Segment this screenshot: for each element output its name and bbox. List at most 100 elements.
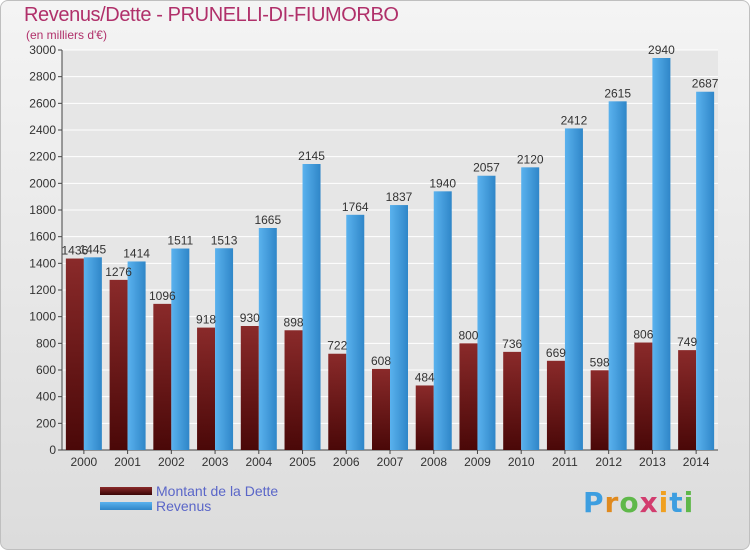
data-label-dette: 669	[546, 346, 566, 360]
chart-title: Revenus/Dette - PRUNELLI-DI-FIUMORBO	[24, 4, 399, 26]
data-label-dette: 1276	[105, 265, 132, 279]
y-tick-label: 800	[36, 336, 56, 350]
x-tick-label: 2009	[464, 455, 491, 469]
y-tick-label: 3000	[29, 43, 56, 57]
legend-label-dette: Montant de la Dette	[156, 483, 279, 499]
logo-letter: i	[683, 486, 695, 519]
legend-swatch-revenus	[100, 502, 152, 510]
data-label-revenus: 1511	[167, 234, 193, 248]
x-tick-label: 2013	[639, 455, 666, 469]
x-tick-label: 2006	[333, 455, 360, 469]
logo-letter: o	[619, 486, 640, 519]
bar-dette	[415, 385, 434, 450]
data-label-dette: 749	[677, 335, 697, 349]
data-label-dette: 484	[415, 370, 435, 384]
chart-subtitle: (en milliers d'€)	[26, 28, 107, 42]
y-tick-label: 2200	[29, 150, 56, 164]
bar-revenus	[608, 101, 627, 450]
data-label-revenus: 2940	[648, 43, 675, 57]
y-tick-label: 2800	[29, 70, 56, 84]
y-tick-label: 1000	[29, 310, 56, 324]
bar-dette	[546, 360, 565, 450]
y-axis-ticks: 0 200 400 600 800 1000 1200 1400 1600 1800 2000 220…	[29, 43, 718, 457]
bar-revenus	[83, 257, 102, 450]
y-tick-label: 1200	[29, 283, 56, 297]
data-label-revenus: 1665	[254, 213, 281, 227]
y-tick-label: 600	[36, 363, 56, 377]
x-tick-label: 2010	[508, 455, 535, 469]
x-tick-label: 2014	[683, 455, 710, 469]
data-label-dette: 800	[458, 328, 478, 342]
data-label-revenus: 2615	[604, 86, 631, 100]
data-label-revenus: 1513	[211, 233, 238, 247]
data-label-dette: 1096	[149, 289, 176, 303]
logo-letter: P	[583, 486, 605, 519]
data-label-revenus: 2145	[298, 149, 325, 163]
bar-dette	[284, 330, 303, 450]
bar-revenus	[696, 91, 715, 450]
bar-dette	[503, 351, 522, 450]
logo-letter: r	[604, 486, 620, 519]
y-tick-label: 2400	[29, 123, 56, 137]
y-tick-label: 400	[36, 390, 56, 404]
data-label-dette: 736	[502, 337, 522, 351]
y-tick-label: 2600	[29, 96, 56, 110]
x-tick-label: 2005	[289, 455, 316, 469]
bar-dette	[634, 342, 653, 450]
bar-dette	[328, 353, 347, 450]
data-label-revenus: 1940	[429, 176, 456, 190]
x-tick-label: 2011	[552, 455, 578, 469]
x-tick-label: 2001	[114, 455, 141, 469]
bar-revenus	[302, 164, 321, 450]
bar-revenus	[433, 191, 452, 451]
bar-revenus	[390, 205, 408, 450]
data-label-dette: 918	[196, 313, 216, 327]
bar-dette	[372, 368, 390, 450]
y-tick-label: 1400	[29, 256, 56, 270]
data-label-dette: 608	[371, 354, 391, 368]
data-label-revenus: 1445	[80, 242, 107, 256]
bar-revenus	[127, 261, 146, 450]
bar-revenus	[258, 228, 277, 450]
legend-label-revenus: Revenus	[156, 498, 212, 514]
logo-letter: t	[669, 486, 684, 519]
data-label-dette: 806	[633, 328, 653, 342]
data-label-revenus: 2120	[517, 152, 544, 166]
y-tick-label: 0	[49, 443, 56, 457]
bar-revenus	[477, 175, 496, 450]
bar-dette	[153, 303, 172, 450]
bar-revenus	[564, 128, 583, 450]
x-tick-label: 2004	[245, 455, 272, 469]
data-label-dette: 598	[590, 355, 610, 369]
bar-revenus	[171, 248, 190, 450]
x-tick-label: 2000	[71, 455, 98, 469]
bar-revenus	[215, 248, 234, 450]
data-label-revenus: 1414	[123, 246, 150, 260]
data-label-revenus: 2412	[561, 113, 588, 127]
bar-dette	[109, 279, 128, 450]
bar-dette	[590, 370, 609, 450]
bar-revenus	[521, 167, 540, 451]
bar-dette	[240, 326, 259, 450]
data-label-dette: 898	[284, 315, 304, 329]
data-label-dette: 1436	[62, 244, 89, 258]
bar-dette	[197, 327, 216, 450]
data-label-revenus: 2687	[692, 77, 719, 91]
x-tick-label: 2008	[420, 455, 447, 469]
y-tick-label: 1800	[29, 203, 56, 217]
data-label-dette: 930	[240, 311, 260, 325]
bar-dette	[65, 258, 84, 450]
y-tick-label: 200	[36, 416, 56, 430]
bar-dette	[678, 350, 697, 450]
bar-revenus	[652, 58, 671, 450]
logo-letter: x	[639, 486, 659, 519]
x-tick-label: 2002	[158, 455, 185, 469]
data-label-revenus: 1764	[342, 200, 369, 214]
bar-dette	[459, 343, 478, 450]
data-label-revenus: 1837	[386, 190, 413, 204]
y-tick-label: 2000	[29, 176, 56, 190]
data-label-dette: 722	[327, 339, 347, 353]
x-tick-label: 2007	[377, 455, 404, 469]
